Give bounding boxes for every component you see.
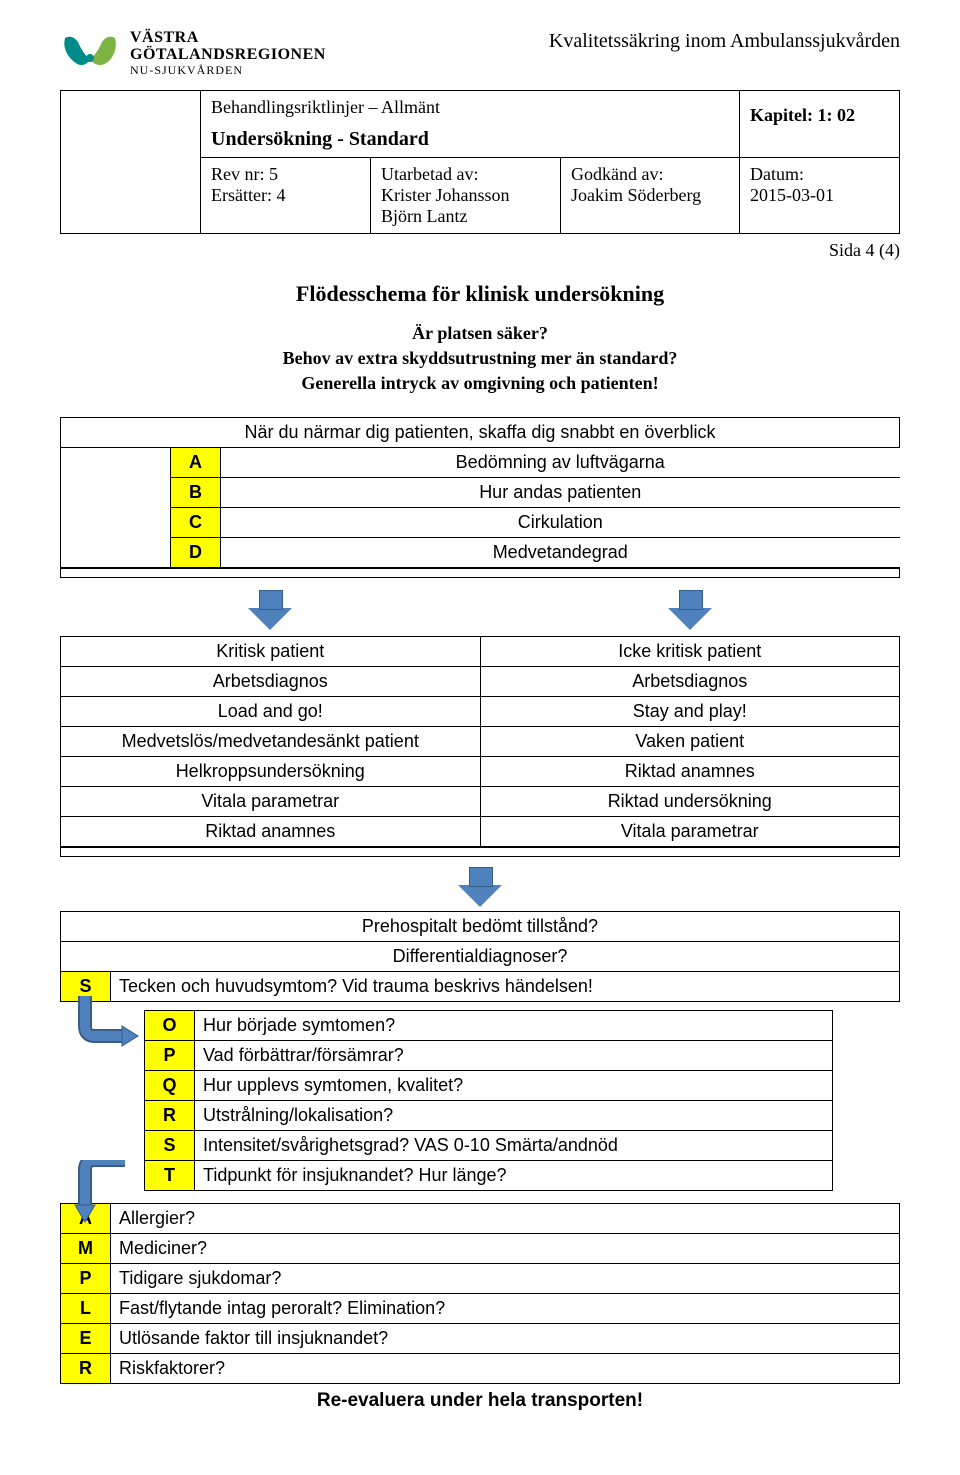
intro-1: Är platsen säker? [60,321,900,346]
ample-v-1: Mediciner? [111,1233,900,1263]
abcd-val-a: Bedömning av luftvägarna [456,452,665,472]
left-1: Arbetsdiagnos [61,666,481,696]
abcd-key-a: A [171,447,221,477]
arrow-down-icon [458,885,502,907]
ample-v-0: Allergier? [111,1203,900,1233]
opqrst-v-4: Intensitet/svårighetsgrad? VAS 0-10 Smär… [195,1130,833,1160]
abcd-val-d: Medvetandegrad [493,542,628,562]
opqrst-v-2: Hur upplevs symtomen, kvalitet? [195,1070,833,1100]
right-0: Icke kritisk patient [480,636,900,666]
opqrst-k-5: T [145,1160,195,1190]
abcd-heading: När du närmar dig patienten, skaffa dig … [61,417,900,447]
opqrst-k-0: O [145,1010,195,1040]
intro-block: Är platsen säker? Behov av extra skyddsu… [60,321,900,397]
utarbetad-1: Krister Johansson [381,185,550,206]
final-line: Re-evaluera under hela transporten! [60,1390,900,1412]
region-logo-icon [60,30,120,80]
chapter: Kapitel: 1: 02 [750,105,855,125]
ample-k-2: P [61,1263,111,1293]
opqrst-table: OHur började symtomen? PVad förbättrar/f… [144,1010,833,1191]
abcd-key-d: D [171,537,221,567]
left-0: Kritisk patient [61,636,481,666]
right-4: Riktad anamnes [480,756,900,786]
connector-opqrst-to-ample-icon [70,1160,140,1230]
abcd-val-c: Cirkulation [518,512,603,532]
mid-q2: Differentialdiagnoser? [61,941,900,971]
abcd-table: När du närmar dig patienten, skaffa dig … [60,417,900,568]
intro-2: Behov av extra skyddsutrustning mer än s… [60,346,900,371]
opqrst-v-1: Vad förbättrar/försämrar? [195,1040,833,1070]
left-5: Vitala parametrar [61,786,481,816]
utarbetad-label: Utarbetad av: [381,164,550,185]
right-5: Riktad undersökning [480,786,900,816]
ersatter: Ersätter: 4 [211,185,360,206]
left-4: Helkroppsundersökning [61,756,481,786]
s-text: Tecken och huvudsymtom? Vid trauma beskr… [111,971,900,1001]
abcd-val-b: Hur andas patienten [479,482,641,502]
right-3: Vaken patient [480,726,900,756]
opqrst-v-3: Utstrålning/lokalisation? [195,1100,833,1130]
ample-k-1: M [61,1233,111,1263]
branch-table: Kritisk patientIcke kritisk patient Arbe… [60,636,900,847]
doc-subtitle: Undersökning - Standard [211,128,729,151]
rev-nr: Rev nr: 5 [211,164,360,185]
logo-text-3: NU-SJUKVÅRDEN [130,64,326,77]
meta-table: Behandlingsriktlinjer – Allmänt Undersök… [60,90,900,234]
ample-table: AAllergier? MMediciner? PTidigare sjukdo… [60,1203,900,1384]
ample-v-5: Riskfaktorer? [111,1353,900,1383]
logo-block: VÄSTRA GÖTALANDSREGIONEN NU-SJUKVÅRDEN [60,30,326,80]
ample-k-5: R [61,1353,111,1383]
intro-3: Generella intryck av omgivning och patie… [60,371,900,396]
opqrst-k-1: P [145,1040,195,1070]
left-6: Riktad anamnes [61,816,481,846]
datum: 2015-03-01 [750,185,889,206]
header-subject: Kvalitetssäkring inom Ambulanssjukvården [549,30,900,53]
utarbetad-2: Björn Lantz [381,206,550,227]
logo-text-2: GÖTALANDSREGIONEN [130,47,326,64]
opqrst-v-0: Hur började symtomen? [195,1010,833,1040]
opqrst-k-2: Q [145,1070,195,1100]
abcd-key-c: C [171,507,221,537]
document-header: VÄSTRA GÖTALANDSREGIONEN NU-SJUKVÅRDEN K… [60,30,900,80]
right-6: Vitala parametrar [480,816,900,846]
page-number: Sida 4 (4) [60,240,900,261]
connector-s-to-opqrst-icon [70,996,140,1056]
mid-q1: Prehospitalt bedömt tillstånd? [61,911,900,941]
right-2: Stay and play! [480,696,900,726]
right-1: Arbetsdiagnos [480,666,900,696]
arrow-down-icon [248,608,292,630]
opqrst-k-3: R [145,1100,195,1130]
ample-k-3: L [61,1293,111,1323]
logo-text-1: VÄSTRA [130,30,326,47]
doc-title: Behandlingsriktlinjer – Allmänt [211,97,729,118]
ample-v-4: Utlösande faktor till insjuknandet? [111,1323,900,1353]
ample-v-3: Fast/flytande intag peroralt? Eliminatio… [111,1293,900,1323]
abcd-key-b: B [171,477,221,507]
arrow-down-icon [668,608,712,630]
datum-label: Datum: [750,164,889,185]
godkand-name: Joakim Söderberg [571,185,729,206]
arrow-merge [60,861,900,907]
left-2: Load and go! [61,696,481,726]
ample-v-2: Tidigare sjukdomar? [111,1263,900,1293]
section-title: Flödesschema för klinisk undersökning [60,281,900,307]
left-3: Medvetslös/medvetandesänkt patient [61,726,481,756]
ample-k-4: E [61,1323,111,1353]
middle-table: Prehospitalt bedömt tillstånd? Different… [60,911,900,1002]
opqrst-v-5: Tidpunkt för insjuknandet? Hur länge? [195,1160,833,1190]
godkand-label: Godkänd av: [571,164,729,185]
opqrst-k-4: S [145,1130,195,1160]
arrow-split [60,584,900,630]
